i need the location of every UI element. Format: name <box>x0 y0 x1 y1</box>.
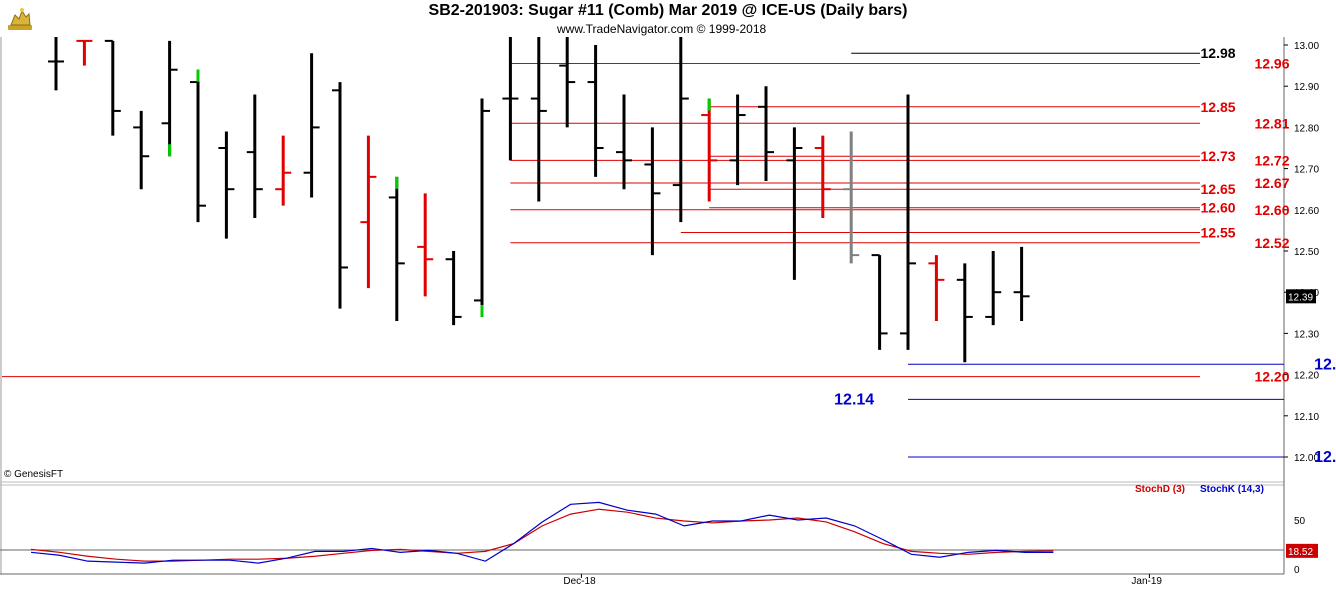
price-tick-label: 12.80 <box>1294 123 1319 134</box>
level-label-12-20: 12.20 <box>1254 369 1289 385</box>
last-price-label: 12.39 <box>1288 292 1313 303</box>
level-label-12-65: 12.65 <box>1201 181 1236 197</box>
level-label-12-73: 12.73 <box>1201 148 1236 164</box>
date-axis: Dec-18 Jan-19 <box>563 574 1162 587</box>
level-label-12-14: 12.14 <box>834 391 874 408</box>
price-tick-label: 12.10 <box>1294 412 1319 423</box>
level-label-12-00: 12.00 <box>1314 449 1336 466</box>
price-levels <box>2 52 1284 458</box>
price-tick-label: 12.60 <box>1294 206 1319 217</box>
level-label-12-55: 12.55 <box>1201 224 1236 240</box>
level-label-12-81: 12.81 <box>1254 115 1289 131</box>
price-tick-label: 12.20 <box>1294 371 1319 382</box>
price-tick-label: 12.00 <box>1294 453 1319 464</box>
stoch-last-box <box>1286 543 1318 558</box>
chart-title: SB2-201903: Sugar #11 (Comb) Mar 2019 @ … <box>428 2 908 19</box>
level-label-12-52: 12.52 <box>1254 235 1289 251</box>
stoch-last-label: 18.52 <box>1288 547 1313 558</box>
price-tick-label: 12.70 <box>1294 165 1319 176</box>
price-tick-label: 12.90 <box>1294 82 1319 93</box>
stoch-tick-label: 50 <box>1294 516 1306 527</box>
last-price-box <box>1286 289 1316 304</box>
level-label-12-60: 12.60 <box>1254 202 1289 218</box>
watermark-text: © GenesisFT <box>4 469 64 480</box>
legend-stoch-d: StochD (3) <box>1135 484 1185 495</box>
stochastic-lines <box>30 501 1054 564</box>
stochastic-axis: 50 0 18.52 StochD (3) StochK (14,3) <box>1135 484 1318 576</box>
price-tick-label: 12.50 <box>1294 247 1319 258</box>
copyright-text: www.TradeNavigator.com © 1999-2018 <box>557 22 767 36</box>
level-label-12-23: 12.23 <box>1314 356 1336 373</box>
gold-bull-bear-logo-icon <box>8 8 32 30</box>
date-tick-label: Dec-18 <box>563 576 596 587</box>
stoch-k-line <box>30 501 1054 564</box>
level-label-12-60: 12.60 <box>1201 200 1236 216</box>
title-bar: SB2-201903: Sugar #11 (Comb) Mar 2019 @ … <box>0 0 1336 36</box>
legend-stoch-k: StochK (14,3) <box>1200 484 1264 495</box>
level-label-12-85: 12.85 <box>1201 99 1236 115</box>
stoch-d-line <box>30 508 1054 562</box>
price-tick-label: 12.30 <box>1294 329 1319 340</box>
price-level-labels: 12.98 12.96 12.85 12.81 12.73 12.72 12.67 12.65… <box>834 45 1336 466</box>
level-label-12-67: 12.67 <box>1254 175 1289 191</box>
stoch-tick-label: 0 <box>1294 565 1300 576</box>
level-label-12-72: 12.72 <box>1254 152 1289 168</box>
level-label-12-98: 12.98 <box>1201 45 1236 61</box>
date-tick-label: Jan-19 <box>1131 576 1162 587</box>
price-bars <box>48 37 1030 363</box>
price-axis: 13.0012.9012.8012.7012.6012.5012.4012.30… <box>1284 41 1319 464</box>
level-label-12-96: 12.96 <box>1254 56 1289 72</box>
price-tick-label: 13.00 <box>1294 41 1319 52</box>
chart-frame <box>0 37 1285 575</box>
